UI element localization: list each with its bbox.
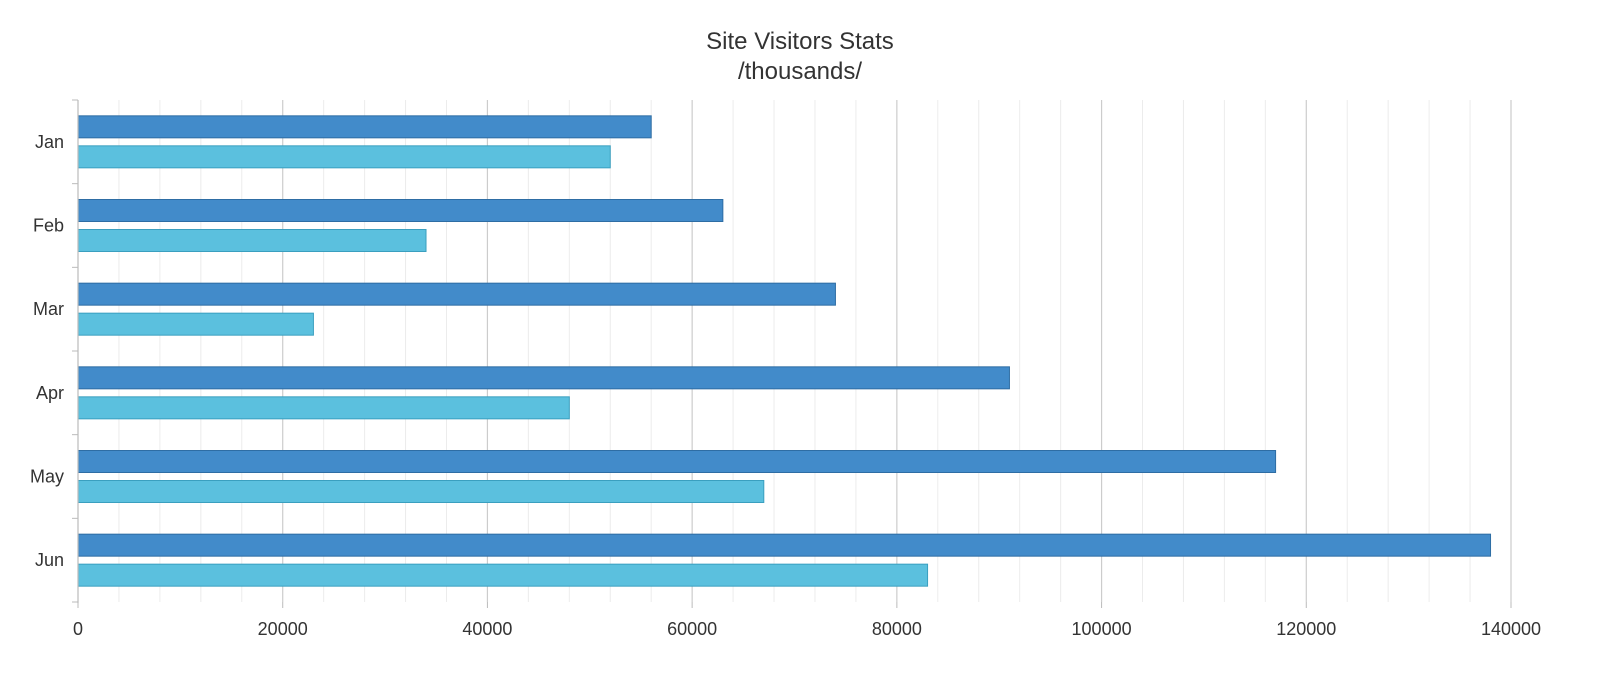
y-tick-label: Apr	[36, 383, 64, 403]
x-tick-label: 140000	[1481, 619, 1541, 639]
y-tick-label: Jun	[35, 550, 64, 570]
y-tick-label: May	[30, 467, 64, 487]
axes: Jan Feb Mar Apr May Jun 0 20000 40000 60000 80000 1…	[30, 99, 1541, 639]
x-tick-label: 60000	[667, 619, 717, 639]
bar-apr-series-2	[77, 396, 570, 420]
y-tick-label: Mar	[33, 299, 64, 319]
bar-feb-series-1	[77, 199, 724, 222]
bars	[77, 115, 1492, 587]
bar-may-series-2	[77, 480, 765, 503]
bar-jun-series-1	[77, 533, 1492, 557]
y-tick-label: Jan	[35, 132, 64, 152]
x-tick-label: 40000	[462, 619, 512, 639]
x-tick-label: 0	[73, 619, 83, 639]
bar-mar-series-1	[77, 282, 836, 306]
bar-may-series-1	[77, 450, 1277, 473]
bar-mar-series-2	[77, 312, 314, 336]
bar-jan-series-1	[77, 115, 652, 139]
x-tick-label: 120000	[1276, 619, 1336, 639]
x-tick-label: 100000	[1072, 619, 1132, 639]
x-tick-label: 80000	[872, 619, 922, 639]
chart-title: Site Visitors Stats	[706, 28, 894, 55]
bar-jun-series-2	[77, 563, 929, 587]
bar-jan-series-2	[77, 145, 611, 169]
bar-feb-series-2	[77, 229, 427, 252]
bar-apr-series-1	[77, 366, 1010, 390]
grid	[118, 100, 1512, 602]
chart-subtitle: /thousands/	[737, 58, 863, 85]
y-tick-label: Feb	[33, 216, 64, 236]
x-tick-label: 20000	[258, 619, 308, 639]
